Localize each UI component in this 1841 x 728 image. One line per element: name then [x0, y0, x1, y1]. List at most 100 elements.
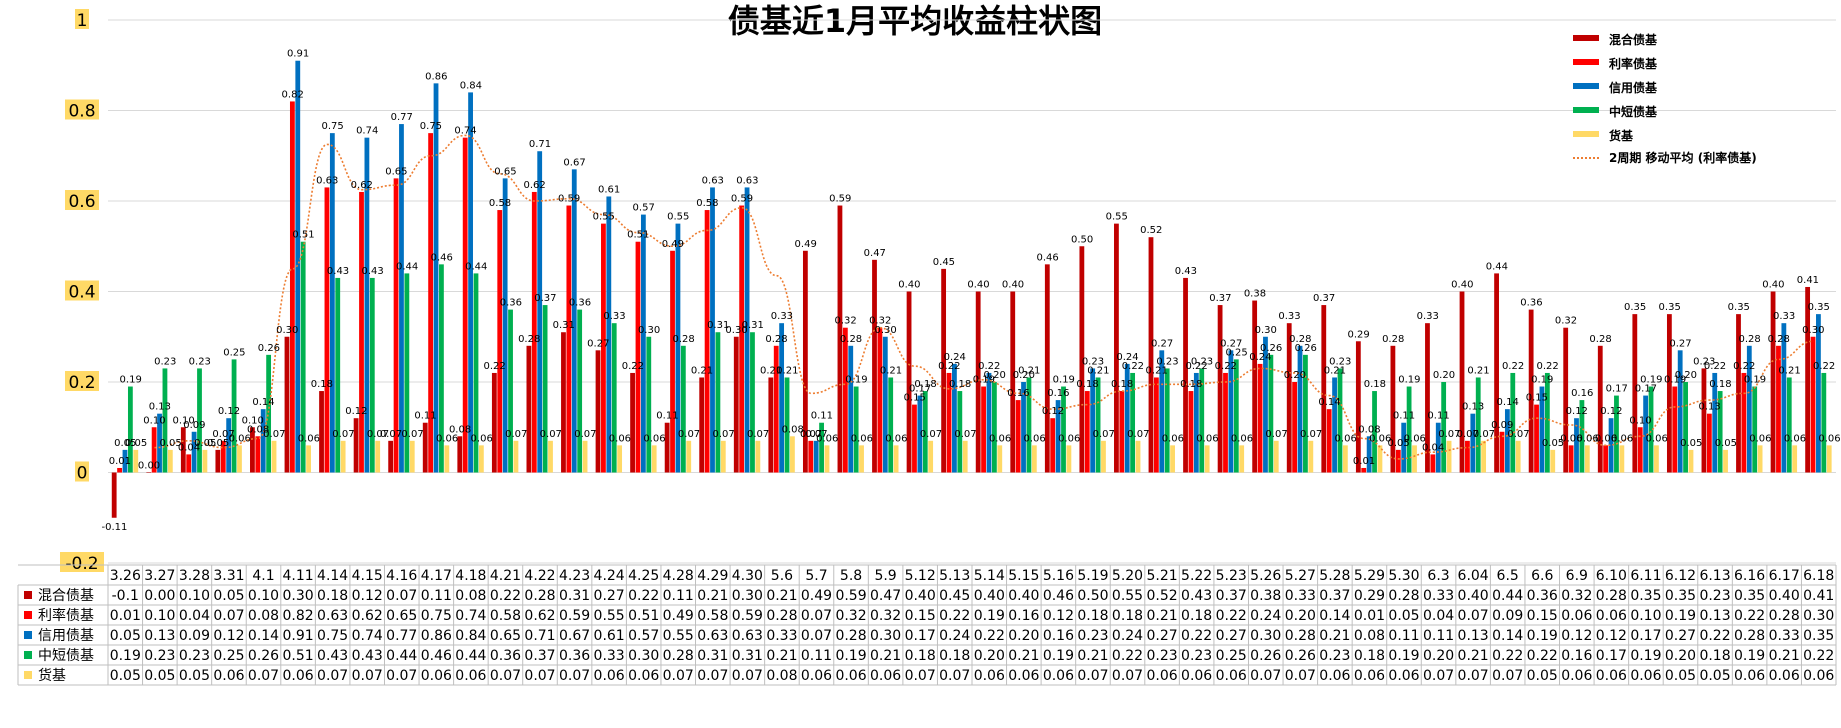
bar-value-label: 0.05: [1387, 438, 1409, 449]
bar-value-label: 0.27: [587, 338, 609, 349]
bars: [111, 60, 1832, 518]
bar-value-label: 0.19: [1531, 375, 1553, 386]
category-label: 6.13: [1699, 568, 1730, 584]
bar: [1292, 382, 1298, 473]
bar: [409, 440, 415, 473]
table-cell: 0.28: [1734, 628, 1765, 644]
bar: [433, 83, 439, 473]
bar-value-label: 0.40: [1451, 280, 1473, 291]
table-cell: 0.35: [1665, 588, 1696, 604]
table-cell: 0.05: [179, 668, 210, 684]
table-cell: 0.59: [835, 588, 866, 604]
bar: [882, 336, 888, 473]
bar: [1061, 386, 1066, 473]
bar: [768, 377, 774, 473]
table-cell: 0.36: [559, 648, 590, 664]
y-tick-label: 0.8: [68, 102, 95, 122]
bar-value-label: 0.11: [1393, 411, 1415, 422]
bar: [1534, 404, 1539, 473]
table-cell: 0.32: [1561, 588, 1592, 604]
table-cell: 0.18: [1077, 608, 1108, 624]
bar: [117, 467, 122, 473]
table-cell: 0.22: [490, 588, 521, 604]
category-label: 5.13: [939, 568, 970, 584]
bar: [1124, 363, 1130, 473]
table-cell: 0.10: [144, 608, 175, 624]
table-cell: 0.63: [732, 628, 763, 644]
bar-value-label: 0.06: [816, 433, 838, 444]
bar: [237, 445, 242, 473]
bar-value-label: 0.30: [725, 325, 747, 336]
bar-value-label: 0.32: [869, 316, 891, 327]
bar-value-label: 0.07: [1457, 429, 1479, 440]
table-cell: 0.37: [1319, 588, 1350, 604]
bar: [664, 422, 670, 473]
table-cell: 0.07: [1250, 668, 1281, 684]
table-cell: 0.22: [628, 588, 659, 604]
bar: [1550, 449, 1556, 473]
bar-value-label: 0.22: [1813, 361, 1835, 372]
bar-value-label: 0.23: [154, 356, 176, 367]
bar: [808, 440, 814, 473]
bar: [566, 205, 572, 473]
table-cell: 0.29: [1354, 588, 1385, 604]
bar: [1781, 323, 1787, 473]
bar: [1619, 445, 1625, 473]
table-cell: 0.25: [1216, 648, 1247, 664]
table-cell: 0.65: [490, 628, 521, 644]
table-cell: 0.06: [1043, 668, 1074, 684]
bar: [1494, 273, 1499, 473]
bar: [497, 210, 503, 473]
table-cell: 0.22: [1181, 628, 1212, 644]
bar-value-label: 0.41: [1797, 275, 1819, 286]
bar: [359, 191, 364, 473]
bar-value-label: 0.28: [518, 334, 540, 345]
table-cell: 0.14: [248, 628, 279, 644]
bar-value-label: 0.36: [500, 298, 522, 309]
category-label: 4.30: [732, 568, 763, 584]
bar-value-label: 0.91: [287, 49, 309, 60]
bar: [1101, 440, 1106, 473]
table-cell: 0.17: [1630, 628, 1661, 644]
bar-value-label: 0.06: [1196, 433, 1218, 444]
bar: [1188, 391, 1194, 473]
bar: [1050, 418, 1056, 473]
table-cell: 0.22: [1699, 628, 1730, 644]
table-cell: 0.65: [386, 608, 417, 624]
bar: [877, 327, 883, 473]
bar-value-label: 0.07: [505, 429, 527, 440]
table-cell: 0.11: [801, 648, 832, 664]
bar: [670, 250, 675, 473]
bar: [439, 264, 444, 473]
bar: [1268, 354, 1274, 473]
bar: [715, 332, 721, 473]
bar-value-label: 0.06: [1058, 433, 1080, 444]
bar: [1515, 440, 1521, 473]
table-cell: 0.23: [144, 648, 175, 664]
table-cell: 0.74: [455, 608, 486, 624]
bar-value-label: 0.59: [558, 194, 580, 205]
bar-value-label: 0.07: [920, 429, 942, 440]
table-cell: 0.18: [317, 588, 348, 604]
bar: [404, 273, 410, 473]
table-cell: 0.08: [248, 608, 279, 624]
table-cell: 0.23: [1146, 648, 1177, 664]
bar-value-label: 0.25: [223, 347, 245, 358]
bar: [1475, 377, 1481, 473]
bar-value-label: 0.30: [276, 325, 298, 336]
table-cell: 0.04: [179, 608, 210, 624]
bar: [122, 449, 128, 473]
category-label: 4.23: [559, 568, 590, 584]
bar: [1130, 372, 1136, 473]
table-cell: 0.43: [352, 648, 383, 664]
bar: [1021, 382, 1026, 473]
bar-value-label: 0.31: [742, 320, 764, 331]
bar-value-label: 0.28: [765, 334, 787, 345]
bar-value-label: 0.07: [1300, 429, 1322, 440]
bar: [306, 445, 311, 473]
table-cell: 0.33: [1285, 588, 1316, 604]
bar: [388, 440, 394, 473]
table-cell: 0.21: [1008, 648, 1039, 664]
table-cell: 0.19: [110, 648, 141, 664]
